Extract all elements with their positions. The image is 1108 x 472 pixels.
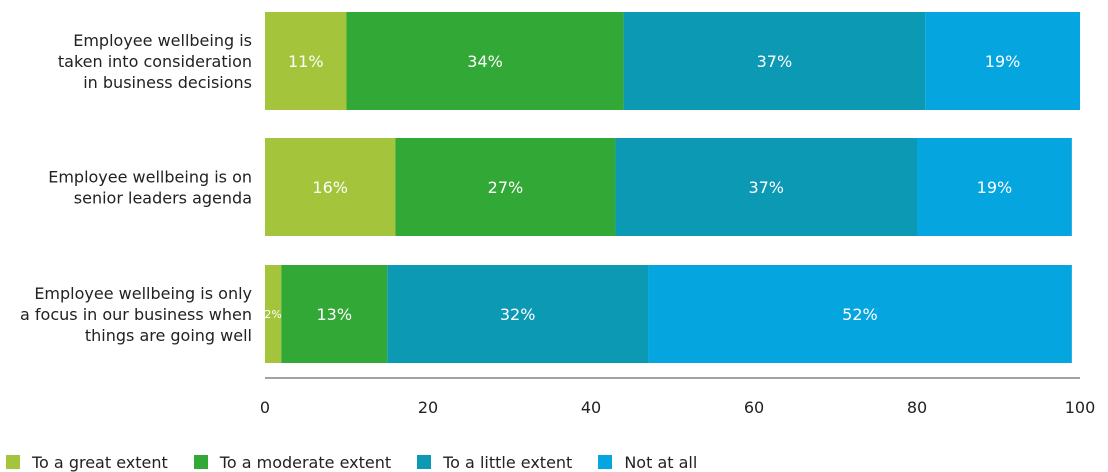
data-label: 13% [316, 305, 352, 324]
bar-segment [346, 12, 624, 110]
data-label: 19% [977, 178, 1013, 197]
legend-item: To a moderate extent [193, 452, 392, 472]
legend-item: Not at all [598, 453, 697, 472]
bar-segment [615, 138, 917, 236]
x-tick-label: 40 [581, 398, 601, 417]
chart-legend: To a great extent To a moderate extent To … [6, 452, 723, 472]
legend-label: To a great extent [32, 452, 168, 472]
data-label: 11% [288, 52, 324, 71]
legend-label: Not at all [624, 452, 698, 472]
data-label: 16% [312, 178, 348, 197]
data-label: 2% [264, 308, 281, 321]
bar-segment [917, 138, 1072, 236]
data-label: 19% [985, 52, 1021, 71]
legend-item: To a little extent [417, 453, 572, 472]
data-label: 52% [842, 305, 878, 324]
stacked-bar-chart: Employee wellbeing is taken into consider… [20, 12, 1096, 417]
bar-segment [387, 265, 649, 363]
legend-swatch [193, 455, 208, 469]
x-tick-label: 0 [260, 398, 270, 417]
x-tick-label: 100 [1065, 398, 1096, 417]
bar-segment [265, 138, 396, 236]
category-label-line: things are going well [85, 326, 252, 345]
bar-segment [265, 12, 347, 110]
category-label-line: a focus in our business when [20, 305, 252, 324]
data-label: 27% [488, 178, 524, 197]
x-tick-label: 20 [418, 398, 438, 417]
category-label: Employee wellbeing is taken into consider… [58, 31, 252, 92]
legend-swatch [417, 455, 432, 469]
legend-label: To a little extent [443, 452, 573, 472]
bar-segment [623, 12, 926, 110]
bar-segment [281, 265, 388, 363]
legend-item: To a great extent [6, 453, 168, 472]
x-tick-label: 60 [744, 398, 764, 417]
data-label: 34% [467, 52, 503, 71]
category-label-line: Employee wellbeing is only [34, 284, 252, 303]
category-label-line: in business decisions [83, 73, 252, 92]
bar-segment [395, 138, 616, 236]
x-tick-label: 80 [907, 398, 927, 417]
category-label-line: senior leaders agenda [74, 189, 252, 208]
bar-segment [925, 12, 1080, 110]
data-label: 32% [500, 305, 536, 324]
bar-segment [265, 265, 282, 363]
data-label: 37% [748, 178, 784, 197]
category-label: Employee wellbeing is only a focus in our… [20, 284, 252, 345]
legend-label: To a moderate extent [219, 452, 392, 472]
category-label: Employee wellbeing is on senior leaders a… [48, 168, 252, 208]
legend-swatch [6, 455, 20, 469]
data-label: 37% [757, 52, 793, 71]
category-label-line: Employee wellbeing is on [48, 168, 252, 187]
category-label-line: taken into consideration [58, 52, 252, 71]
legend-swatch [598, 455, 613, 469]
category-label-line: Employee wellbeing is [73, 31, 252, 50]
bar-segment [648, 265, 1072, 363]
